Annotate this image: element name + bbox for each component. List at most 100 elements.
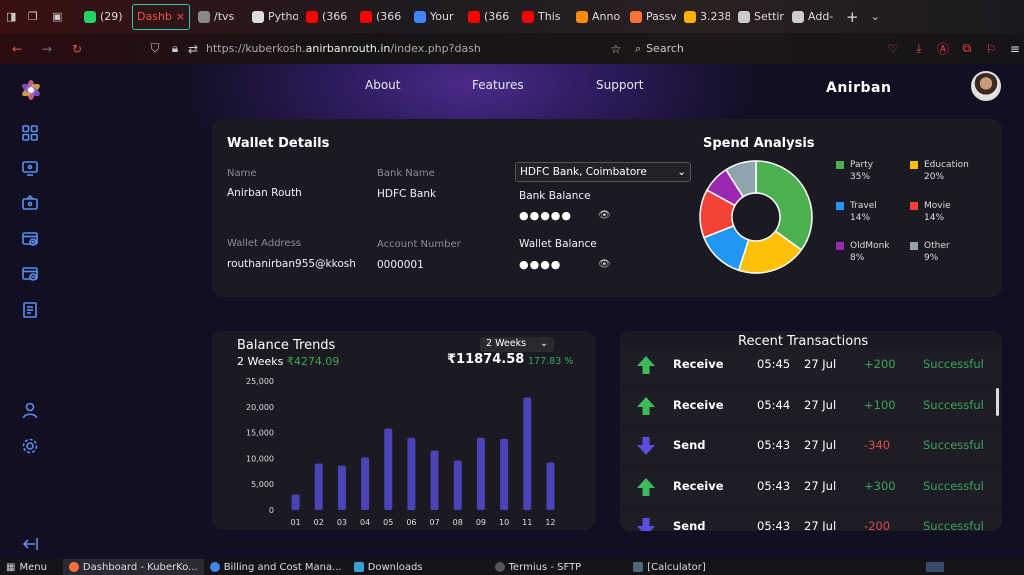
transaction-time: 05:44 [757, 397, 791, 412]
shield-icon: ⛉ [150, 41, 160, 55]
avatar[interactable] [971, 71, 1001, 101]
window-menu-icon[interactable]: ◨ [6, 10, 17, 23]
tab-list-chevron-icon[interactable]: ⌄ [870, 10, 880, 23]
tab-favicon-icon [468, 10, 480, 23]
x-tick-label: 11 [522, 518, 532, 527]
url-field[interactable]: https://kuberkosh.anirbanrouth.in/index.… [206, 42, 481, 55]
balance-bar-chart: 25,000 20,000 15,000 10,000 5,000 0 01 02 03 04 05… [246, 377, 556, 527]
share-icon[interactable]: ⚐ [985, 41, 997, 56]
donut-slice-other[interactable] [724, 160, 757, 198]
card-add-icon[interactable] [20, 229, 40, 249]
report-icon[interactable] [20, 300, 40, 320]
taskbar-item[interactable]: Dashboard - KuberKo... [62, 559, 204, 575]
logout-icon[interactable] [20, 534, 40, 554]
transaction-row[interactable]: Receive 05:43 27 Jul +300 Successful [620, 468, 1002, 505]
transaction-row[interactable]: Receive 05:45 27 Jul +200 Successful [620, 347, 1002, 383]
reload-icon[interactable]: ↻ [71, 41, 83, 56]
legend-label: Party [850, 160, 874, 170]
account-icon[interactable]: Ⓐ [936, 42, 949, 56]
tray-icon[interactable] [926, 562, 944, 572]
tab-label: Anno [592, 10, 621, 23]
profile-icon[interactable] [20, 400, 40, 420]
tab-overview-icon[interactable]: ▣ [52, 10, 63, 23]
browser-tab[interactable]: (366 [300, 0, 352, 33]
bar-10[interactable] [500, 438, 509, 510]
settings-gear-icon[interactable] [20, 436, 40, 456]
period-select[interactable]: 2 Weeks ⌄ [480, 337, 554, 352]
transaction-status: Successful [923, 438, 984, 452]
downloads-icon[interactable]: ⤓ [916, 41, 922, 55]
taskbar-item[interactable]: Billing and Cost Mana... [204, 559, 348, 575]
browser-tab[interactable]: Your [408, 0, 460, 33]
recent-transactions-title: Recent Transactions [738, 334, 869, 349]
legend-item-oldmonk: OldMonk 8% [836, 240, 890, 264]
bank-balance-masked: ●●●●● [519, 209, 572, 222]
browser-tab[interactable]: (29) [78, 0, 130, 33]
taskbar-item[interactable]: Downloads [348, 559, 429, 575]
permissions-icon[interactable]: ⇄ [187, 41, 199, 56]
bank-name-label: Bank Name [377, 168, 435, 179]
x-tick-label: 02 [314, 518, 324, 527]
username: Anirban [826, 80, 892, 96]
legend-percent: 9% [924, 253, 939, 263]
close-tab-icon[interactable]: × [175, 10, 186, 23]
bookmark-star-icon[interactable]: ☆ [610, 41, 622, 56]
browser-tab[interactable]: (366 [354, 0, 406, 33]
card-remove-icon[interactable] [20, 264, 40, 284]
browser-tab[interactable]: Settir [732, 0, 784, 33]
bar-09[interactable] [476, 437, 485, 510]
back-icon[interactable]: ← [11, 41, 23, 56]
x-tick-label: 07 [429, 518, 439, 527]
tab-favicon-icon [792, 10, 804, 23]
eye-icon[interactable]: 👁︎ [598, 259, 611, 270]
start-menu-button[interactable]: ▦ Menu [6, 561, 47, 573]
scrollbar[interactable] [996, 388, 999, 416]
bar-08[interactable] [453, 460, 462, 510]
browser-tab[interactable]: Add- [786, 0, 838, 33]
transaction-row[interactable]: Receive 05:44 27 Jul +100 Successful [620, 387, 1002, 424]
tab-label: Passv [646, 10, 676, 23]
search-field[interactable]: ⌕ Search [634, 41, 684, 56]
browser-tab[interactable]: Dashb × [132, 3, 190, 30]
screen-icon[interactable] [20, 158, 40, 178]
bar-12[interactable] [546, 462, 555, 510]
bar-11[interactable] [523, 397, 532, 510]
nav-about-link[interactable]: About [365, 78, 401, 92]
restore-icon[interactable]: ❐ [28, 10, 38, 23]
forward-icon[interactable]: → [41, 41, 53, 56]
taskbar-item[interactable]: [Calculator] [627, 559, 712, 575]
wallet-icon[interactable] [20, 193, 40, 213]
eye-icon[interactable]: 👁︎ [598, 210, 611, 221]
tab-favicon-icon [360, 10, 372, 23]
new-tab-button[interactable]: + [846, 7, 859, 26]
bar-04[interactable] [361, 457, 370, 510]
donut-slice-party[interactable] [755, 160, 813, 251]
bar-03[interactable] [337, 465, 346, 510]
bar-06[interactable] [407, 437, 416, 510]
nav-features-link[interactable]: Features [472, 78, 524, 92]
browser-tab[interactable]: (366 [462, 0, 514, 33]
pocket-icon[interactable]: ♡ [887, 41, 899, 56]
bar-05[interactable] [384, 428, 393, 510]
bank-select[interactable]: HDFC Bank, Coimbatore ⌄ [515, 162, 691, 182]
dashboard-icon[interactable] [20, 123, 40, 143]
app-menu-icon[interactable]: ≡ [1009, 41, 1020, 56]
taskbar-item[interactable]: Termius - SFTP [489, 559, 588, 575]
legend-item-movie: Movie 14% [910, 200, 951, 224]
tab-favicon-icon [198, 10, 210, 23]
browser-tab[interactable]: Passv [624, 0, 676, 33]
extensions-icon[interactable]: ⧉ [962, 41, 972, 55]
legend-item-party: Party 35% [836, 159, 873, 183]
browser-tab[interactable]: /tvs [192, 0, 244, 33]
nav-support-link[interactable]: Support [596, 78, 644, 92]
transaction-row[interactable]: Send 05:43 27 Jul -340 Successful [620, 428, 1002, 464]
browser-tab[interactable]: Anno [570, 0, 622, 33]
browser-tab[interactable]: Pytho [246, 0, 298, 33]
browser-tab[interactable]: 3.238 [678, 0, 730, 33]
browser-tab[interactable]: This [516, 0, 568, 33]
bar-07[interactable] [430, 450, 439, 510]
transaction-row[interactable]: Send 05:43 27 Jul -200 Successful [620, 509, 1002, 531]
transaction-amount: -340 [864, 438, 891, 452]
bar-01[interactable] [291, 494, 300, 510]
bar-02[interactable] [314, 463, 323, 510]
